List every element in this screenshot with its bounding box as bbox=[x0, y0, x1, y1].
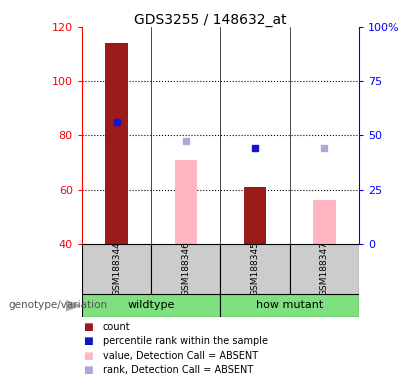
Bar bbox=[175, 160, 197, 244]
Bar bbox=[220, 244, 290, 294]
Text: genotype/variation: genotype/variation bbox=[8, 300, 108, 310]
Text: rank, Detection Call = ABSENT: rank, Detection Call = ABSENT bbox=[103, 365, 253, 375]
Bar bbox=[220, 294, 359, 317]
Bar bbox=[151, 244, 220, 294]
Bar bbox=[82, 294, 220, 317]
Text: GSM188345: GSM188345 bbox=[251, 242, 260, 296]
Text: ■: ■ bbox=[83, 322, 93, 332]
Text: GSM188344: GSM188344 bbox=[112, 242, 121, 296]
Bar bbox=[105, 43, 128, 244]
Text: ■: ■ bbox=[83, 365, 93, 375]
Text: GDS3255 / 148632_at: GDS3255 / 148632_at bbox=[134, 13, 286, 27]
Text: count: count bbox=[103, 322, 131, 332]
Bar bbox=[82, 244, 151, 294]
Text: GSM188346: GSM188346 bbox=[181, 242, 190, 296]
Text: how mutant: how mutant bbox=[256, 300, 323, 310]
Bar bbox=[244, 187, 266, 244]
Bar bbox=[290, 244, 359, 294]
Polygon shape bbox=[66, 301, 80, 311]
Text: GSM188347: GSM188347 bbox=[320, 242, 329, 296]
Text: percentile rank within the sample: percentile rank within the sample bbox=[103, 336, 268, 346]
Text: value, Detection Call = ABSENT: value, Detection Call = ABSENT bbox=[103, 351, 258, 361]
Text: ■: ■ bbox=[83, 351, 93, 361]
Text: ■: ■ bbox=[83, 336, 93, 346]
Bar bbox=[313, 200, 336, 244]
Text: wildtype: wildtype bbox=[128, 300, 175, 310]
